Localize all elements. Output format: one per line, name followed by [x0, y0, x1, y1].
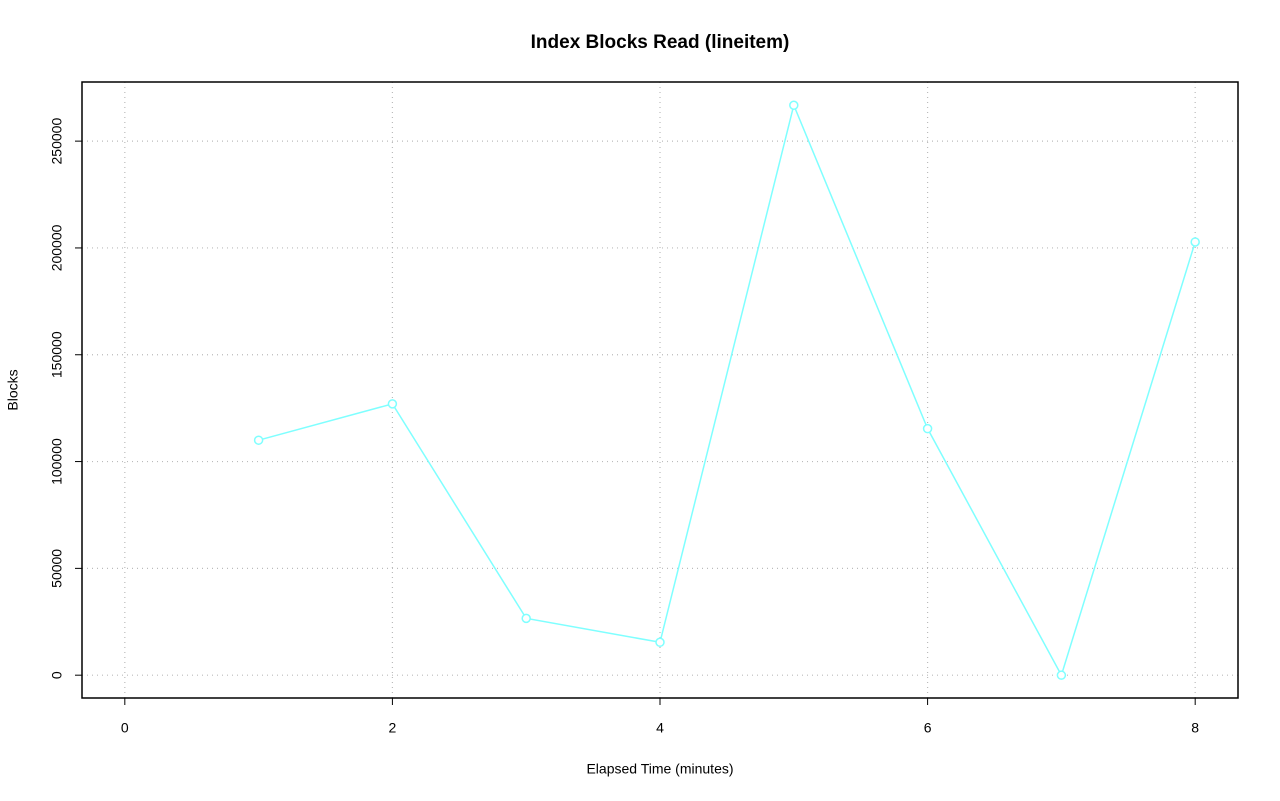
data-point — [655, 637, 665, 648]
x-axis-label: Elapsed Time (minutes) — [586, 761, 733, 777]
data-point — [253, 435, 264, 445]
y-tick-label: 0 — [49, 671, 65, 679]
line-series — [258, 102, 1196, 678]
y-tick-label: 200000 — [49, 224, 65, 271]
y-tick-label: 100000 — [49, 438, 65, 485]
y-axis-label: Blocks — [5, 369, 21, 410]
x-tick-label: 2 — [389, 720, 397, 736]
y-tick-label: 150000 — [49, 331, 65, 378]
data-point — [1056, 670, 1067, 680]
x-tick-label: 6 — [924, 720, 932, 736]
y-tick-label: 250000 — [49, 118, 65, 165]
x-tick-label: 8 — [1191, 720, 1199, 736]
data-point — [922, 423, 933, 434]
data-point — [1190, 237, 1200, 247]
plot-frame — [81, 81, 1239, 699]
data-point — [521, 613, 531, 624]
x-tick-label: 4 — [656, 720, 664, 736]
y-tick-label: 50000 — [49, 549, 65, 588]
data-point — [387, 399, 398, 409]
chart-title: Index Blocks Read (lineitem) — [531, 32, 790, 53]
data-point — [789, 100, 799, 110]
x-tick-label: 0 — [121, 720, 129, 736]
